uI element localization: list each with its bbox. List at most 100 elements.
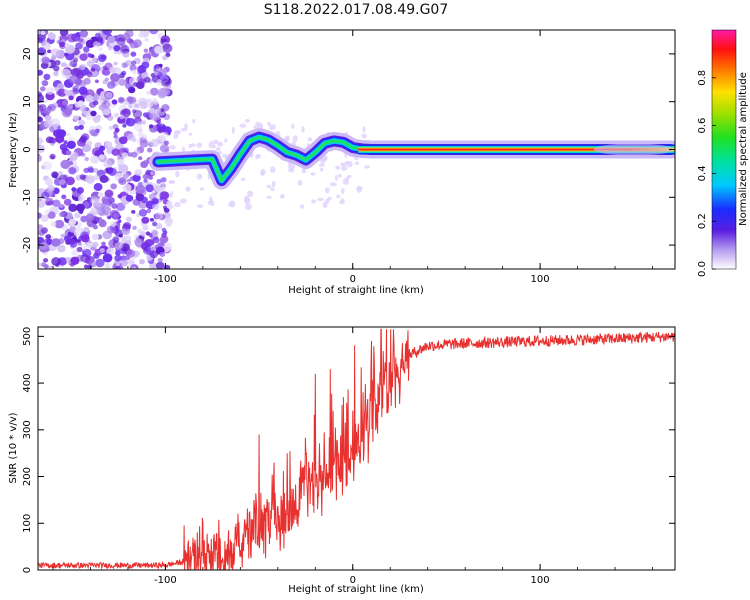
colorbar-tick-label: 0.4 <box>697 165 708 181</box>
noise-blob <box>75 42 83 50</box>
y-axis-label-top: Frequency (Hz) <box>8 112 19 188</box>
noise-blob <box>271 180 276 188</box>
noise-blob <box>98 154 105 160</box>
noise-blob <box>47 49 52 54</box>
noise-blob <box>151 230 158 236</box>
noise-blob <box>96 114 101 119</box>
noise-blob <box>118 177 127 185</box>
noise-blob <box>67 104 74 109</box>
noise-blob <box>108 66 116 74</box>
y-tick-label-bottom: 200 <box>22 467 33 486</box>
noise-blob <box>41 41 51 50</box>
noise-blob <box>71 249 78 256</box>
noise-blob <box>97 54 107 62</box>
noise-blob <box>199 187 205 191</box>
noise-blob <box>160 191 170 200</box>
noise-blob <box>284 135 290 142</box>
noise-blob <box>113 61 118 66</box>
noise-blob <box>117 96 126 104</box>
noise-blob <box>85 213 95 222</box>
noise-blob <box>85 39 96 48</box>
noise-blob <box>133 234 140 240</box>
noise-blob <box>152 236 160 244</box>
noise-blob <box>322 201 328 209</box>
steady-band-core <box>358 148 675 151</box>
noise-blob <box>38 116 43 123</box>
noise-blob <box>147 147 153 153</box>
colorbar-tick-label: 0.8 <box>697 70 708 86</box>
noise-blob <box>85 255 95 265</box>
noise-blob <box>61 100 68 106</box>
noise-blob <box>98 104 106 111</box>
noise-blob <box>41 80 49 87</box>
noise-blob <box>320 167 324 172</box>
noise-blob <box>160 87 171 97</box>
noise-blob <box>196 173 203 180</box>
noise-blob <box>63 140 68 145</box>
noise-blob <box>260 168 266 176</box>
noise-blob <box>73 115 79 121</box>
noise-blob <box>97 192 104 198</box>
noise-blob <box>65 150 72 156</box>
noise-blob <box>139 139 149 148</box>
noise-blob <box>54 60 61 66</box>
noise-blob <box>113 45 121 52</box>
noise-blob <box>76 71 84 79</box>
noise-blob <box>58 211 65 218</box>
noise-blob <box>66 140 76 149</box>
noise-blob <box>122 222 132 230</box>
noise-blob <box>61 108 72 118</box>
noise-blob <box>69 60 78 68</box>
noise-blob <box>99 248 105 253</box>
noise-blob <box>38 262 42 268</box>
noise-blob <box>140 196 148 204</box>
noise-blob <box>92 100 99 106</box>
noise-blob <box>108 167 117 176</box>
noise-blob <box>99 219 105 224</box>
noise-blob <box>130 51 137 57</box>
noise-blob <box>59 143 68 151</box>
noise-blob <box>46 238 53 245</box>
noise-blob <box>149 262 158 269</box>
noise-blob <box>132 109 143 119</box>
noise-blob <box>65 256 71 261</box>
noise-blob <box>54 219 65 229</box>
snr-series-line <box>38 328 675 570</box>
noise-blob <box>74 212 81 219</box>
noise-blob <box>40 30 46 36</box>
noise-blob <box>69 75 79 84</box>
noise-blob <box>44 178 53 186</box>
noise-blob <box>53 126 58 131</box>
noise-blob <box>239 123 247 128</box>
noise-blob <box>65 132 71 137</box>
y-tick-label-bottom: 300 <box>22 420 33 439</box>
noise-blob <box>140 230 146 237</box>
noise-blob <box>115 262 121 267</box>
noise-blob <box>267 121 271 126</box>
colorbar-gradient <box>711 29 737 270</box>
noise-blob <box>361 133 368 139</box>
noise-blob <box>125 216 132 222</box>
noise-blob <box>173 133 179 139</box>
noise-blob <box>102 253 113 263</box>
noise-blob <box>119 114 125 120</box>
noise-blob <box>166 200 173 206</box>
noise-blob <box>60 233 65 238</box>
noise-blob <box>336 194 341 199</box>
plot-frame-bottom <box>37 326 676 571</box>
noise-blob <box>45 87 55 95</box>
noise-blob <box>68 218 77 226</box>
noise-blob <box>104 91 113 99</box>
noise-blob <box>38 224 43 230</box>
noise-blob <box>161 227 167 232</box>
noise-blob <box>143 112 149 118</box>
noise-blob <box>364 165 371 169</box>
noise-blob <box>78 86 88 95</box>
noise-blob <box>291 123 295 130</box>
noise-blob <box>92 41 101 49</box>
noise-blob <box>175 170 180 178</box>
noise-blob <box>38 93 45 103</box>
noise-blob <box>244 119 250 123</box>
noise-blob <box>65 52 75 61</box>
